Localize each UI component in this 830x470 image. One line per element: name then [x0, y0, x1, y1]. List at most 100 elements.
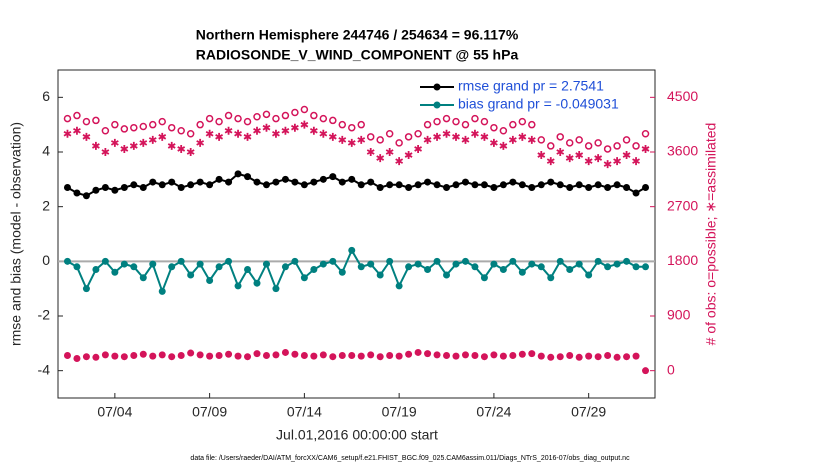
marker [575, 353, 583, 361]
marker [480, 353, 488, 361]
marker [641, 144, 650, 153]
marker [499, 352, 507, 360]
marker [310, 111, 318, 120]
marker [63, 351, 71, 359]
marker [196, 138, 205, 147]
marker [130, 351, 138, 359]
marker [92, 353, 100, 361]
marker [272, 285, 280, 293]
marker [272, 178, 280, 186]
marker [395, 181, 403, 189]
y-tick-label: 6 [42, 88, 50, 104]
marker [584, 157, 593, 166]
marker [603, 145, 612, 153]
marker [556, 353, 564, 361]
marker [215, 132, 224, 141]
marker [281, 263, 289, 271]
marker [187, 181, 195, 189]
marker [300, 351, 308, 359]
marker [385, 130, 394, 138]
marker [547, 178, 555, 186]
marker [111, 186, 119, 194]
marker [310, 352, 318, 360]
marker [480, 117, 489, 126]
marker [357, 352, 365, 360]
marker [300, 181, 308, 189]
marker [442, 114, 451, 123]
marker [234, 170, 242, 178]
y2-tick-label: 900 [667, 307, 691, 323]
marker [537, 263, 545, 271]
marker [547, 353, 555, 361]
marker [63, 257, 71, 265]
marker [291, 178, 299, 186]
marker [366, 148, 375, 156]
marker [110, 138, 119, 147]
marker [92, 186, 100, 194]
marker [433, 257, 441, 265]
marker [376, 353, 384, 361]
marker [433, 117, 441, 126]
marker [556, 181, 564, 189]
marker [613, 353, 621, 361]
marker [556, 148, 565, 156]
marker [196, 351, 204, 359]
chart-title: Northern Hemisphere 244746 / 254634 = 96… [196, 27, 519, 43]
marker [120, 184, 128, 192]
marker [148, 135, 157, 144]
marker [120, 353, 128, 361]
marker [585, 352, 593, 360]
marker [139, 350, 147, 358]
marker [243, 117, 252, 126]
x-tick-label: 07/09 [192, 404, 227, 420]
marker [111, 120, 119, 129]
marker [461, 178, 469, 186]
marker [82, 285, 90, 293]
marker [509, 120, 517, 129]
marker [385, 148, 394, 156]
marker [405, 350, 413, 358]
marker [518, 117, 527, 126]
marker [490, 184, 498, 192]
marker [215, 263, 223, 271]
footnote: data file: /Users/raeder/DAI/ATM_forcXX/… [190, 455, 630, 462]
marker [338, 135, 347, 144]
marker [139, 184, 147, 192]
marker [471, 181, 479, 189]
marker [328, 132, 337, 141]
marker [566, 266, 574, 274]
marker [63, 184, 71, 192]
marker [452, 260, 460, 268]
marker [518, 268, 526, 276]
marker [414, 181, 422, 189]
marker [642, 367, 650, 375]
marker [206, 352, 214, 360]
marker [253, 113, 261, 121]
marker [433, 181, 441, 189]
marker [357, 135, 366, 144]
marker [158, 181, 166, 189]
marker [111, 268, 119, 276]
marker [594, 181, 602, 189]
marker [518, 132, 527, 141]
marker [158, 132, 167, 141]
marker [139, 138, 148, 147]
marker [177, 184, 185, 192]
marker [329, 116, 337, 125]
marker [73, 126, 81, 135]
marker [272, 114, 280, 123]
marker [319, 175, 327, 183]
marker [461, 120, 470, 129]
y-tick-label: 2 [42, 197, 50, 213]
marker [215, 351, 223, 359]
marker [386, 257, 394, 265]
marker [414, 144, 423, 153]
marker [452, 181, 460, 189]
marker [158, 287, 166, 295]
marker [461, 257, 469, 265]
marker [509, 257, 517, 265]
marker [149, 178, 157, 186]
legend-marker [433, 101, 441, 109]
marker [262, 260, 270, 268]
